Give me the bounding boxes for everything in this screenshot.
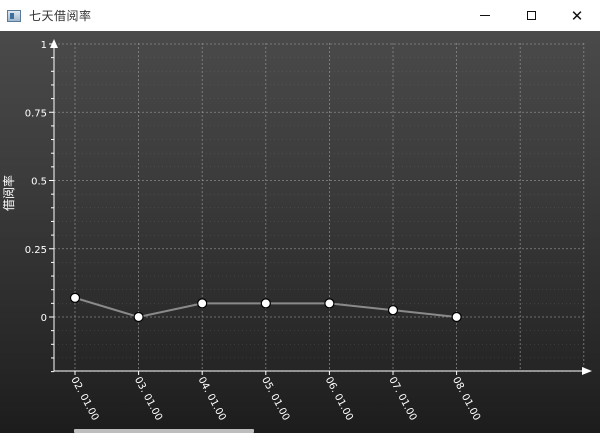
horizontal-scrollbar[interactable] xyxy=(74,429,254,433)
x-tick-label: 08. 01.00 xyxy=(450,375,482,422)
minimize-icon xyxy=(480,15,490,16)
y-tick-label: 0.5 xyxy=(31,177,47,188)
app-window-icon xyxy=(7,9,21,22)
x-tick-label: 02. 01.00 xyxy=(68,375,100,422)
x-tick-label: 07. 01.00 xyxy=(386,375,418,422)
x-tick-label: 05. 01.00 xyxy=(259,375,291,422)
maximize-icon xyxy=(526,11,536,20)
window-title: 七天借阅率 xyxy=(29,9,92,23)
data-point xyxy=(197,298,208,309)
x-axis-arrow-icon xyxy=(582,367,592,375)
y-tick-label: 0.75 xyxy=(25,108,47,119)
y-axis-title: 借阅率 xyxy=(1,175,16,211)
close-button[interactable]: ✕ xyxy=(554,0,600,31)
close-icon: ✕ xyxy=(570,6,584,25)
y-tick-label: 1 xyxy=(41,40,47,51)
maximize-button[interactable] xyxy=(508,0,554,31)
data-point xyxy=(260,298,271,309)
data-point xyxy=(324,298,335,309)
data-point xyxy=(451,311,462,323)
x-tick-label: 03. 01.00 xyxy=(132,375,164,422)
data-point xyxy=(69,292,81,303)
data-point xyxy=(387,305,399,316)
y-tick-label: 0.25 xyxy=(25,245,47,256)
line-chart: 0 0.25 0.5 0.75 1 借阅率 02. 01.00 03. 01.00 04. 01… xyxy=(1,39,592,423)
data-point xyxy=(133,311,144,323)
minimize-button[interactable] xyxy=(462,0,508,31)
y-tick-label: 0 xyxy=(41,313,47,324)
chart-view: 0 0.25 0.5 0.75 1 借阅率 02. 01.00 03. 01.00 04. 01… xyxy=(0,31,600,433)
title-bar: 七天借阅率 ✕ xyxy=(0,0,600,32)
x-tick-label: 06. 01.00 xyxy=(323,375,355,422)
x-tick-label: 04. 01.00 xyxy=(196,375,228,422)
